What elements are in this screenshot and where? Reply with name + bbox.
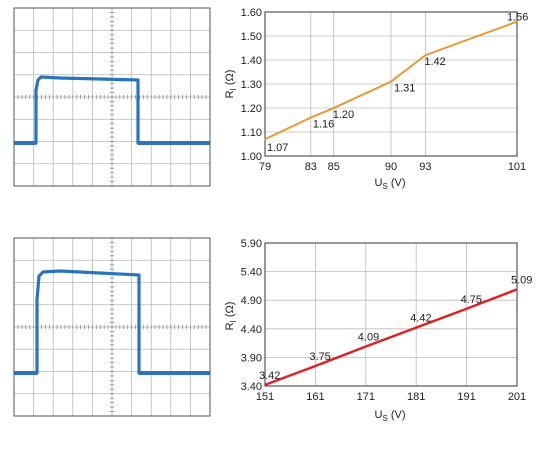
y-tick-label: 3.40 <box>241 381 262 393</box>
data-label: 1.56 <box>507 12 528 24</box>
x-tick-label: 191 <box>457 391 475 403</box>
data-label: 1.42 <box>424 56 445 68</box>
data-label: 1.31 <box>394 83 415 95</box>
data-point <box>314 365 317 367</box>
y-tick-label: 1.50 <box>241 31 262 43</box>
data-label: 4.09 <box>358 332 379 344</box>
y-tick-label: 5.90 <box>241 238 262 250</box>
data-point <box>264 384 266 386</box>
x-tick-label: 181 <box>407 391 425 403</box>
y-tick-label: 1.30 <box>241 79 262 91</box>
data-label: 1.07 <box>267 142 288 154</box>
data-point <box>332 107 335 109</box>
x-tick-label: 201 <box>508 391 526 403</box>
scope-frame <box>13 7 211 187</box>
data-label: 1.20 <box>333 109 354 121</box>
data-point <box>516 20 518 23</box>
y-tick-label: 1.60 <box>241 7 262 19</box>
data-label: 1.16 <box>313 119 334 131</box>
x-tick-label: 83 <box>305 161 317 173</box>
scope-trace-rise <box>14 275 40 374</box>
scope-frame <box>13 237 211 417</box>
x-tick-label: 161 <box>306 391 324 403</box>
oscilloscope-panel-1 <box>13 7 211 187</box>
y-axis-label: RI (Ω) <box>224 70 238 99</box>
data-point <box>424 54 427 56</box>
y-tick-label: 5.40 <box>241 267 262 279</box>
y-tick-label: 4.90 <box>241 295 262 307</box>
x-tick-label: 85 <box>328 161 340 173</box>
y-tick-label: 1.10 <box>241 127 262 139</box>
series-line <box>264 288 518 386</box>
series-line <box>264 20 518 141</box>
data-label: 3.42 <box>259 370 280 382</box>
data-point <box>310 116 312 119</box>
y-tick-label: 1.00 <box>241 151 262 163</box>
y-tick-label: 4.40 <box>241 324 262 336</box>
plot-frame <box>264 242 518 387</box>
data-point <box>264 138 266 140</box>
x-axis-label: US (V) <box>374 177 405 191</box>
y-tick-label: 1.20 <box>241 103 262 115</box>
data-label: 4.75 <box>461 294 482 306</box>
data-point <box>390 80 392 83</box>
data-point <box>465 307 468 310</box>
x-tick-label: 151 <box>256 391 274 403</box>
data-point <box>415 326 418 329</box>
x-tick-label: 90 <box>385 161 397 173</box>
data-label: 5.09 <box>511 274 532 286</box>
oscilloscope-panel-2 <box>13 237 211 417</box>
data-point <box>516 288 518 291</box>
x-axis-label: US (V) <box>374 409 405 423</box>
y-axis-label: RI (Ω) <box>224 302 238 331</box>
data-label: 4.42 <box>410 313 431 325</box>
plot-frame <box>264 11 518 157</box>
y-tick-label: 3.90 <box>241 352 262 364</box>
x-tick-label: 93 <box>419 161 431 173</box>
y-tick-label: 1.40 <box>241 55 262 67</box>
x-tick-label: 101 <box>508 161 526 173</box>
data-label: 3.75 <box>309 351 330 363</box>
x-tick-label: 171 <box>357 391 375 403</box>
x-tick-label: 79 <box>259 161 271 173</box>
data-point <box>365 345 367 348</box>
